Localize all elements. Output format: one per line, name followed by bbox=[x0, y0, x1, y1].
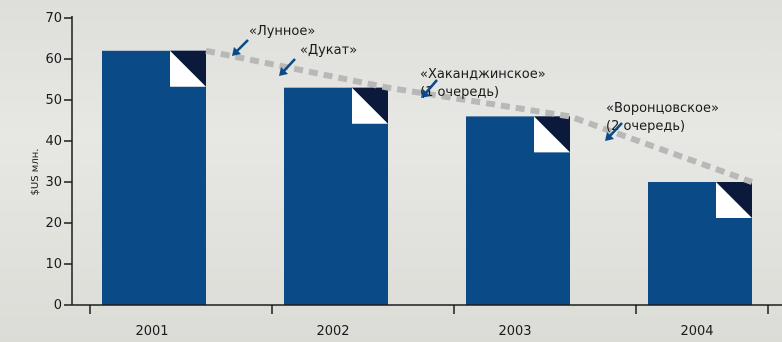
x-tick-label-2002: 2002 bbox=[316, 324, 349, 339]
x-tick-label-2004: 2004 bbox=[680, 324, 713, 339]
arrow-head-icon bbox=[232, 47, 241, 56]
bar-2002-rect bbox=[284, 87, 388, 305]
bar-2001 bbox=[102, 50, 206, 305]
bar-fold-dark bbox=[170, 50, 206, 87]
annotation-2003: «Хаканджинское» (1 очередь) bbox=[420, 67, 546, 100]
bar-2003 bbox=[466, 116, 570, 306]
axes-layer: 0 10 20 30 40 50 60 70 2001 2002 2003 2004 bbox=[45, 11, 782, 339]
bars-layer bbox=[102, 50, 752, 306]
bar-fold-light bbox=[716, 182, 752, 218]
annotation-text: «Воронцовское» bbox=[606, 101, 719, 116]
y-tick-label-30: 30 bbox=[45, 175, 62, 190]
bar-fold-dark bbox=[534, 116, 570, 153]
trend-layer bbox=[205, 47, 754, 185]
arrow-head-icon bbox=[421, 89, 430, 98]
annotation-2004: «Воронцовское» (2 очередь) bbox=[605, 101, 719, 141]
arrow-head-icon bbox=[279, 67, 288, 76]
bar-fold-light bbox=[534, 116, 570, 153]
bar-fold-light bbox=[170, 50, 206, 87]
bar-2002 bbox=[284, 87, 388, 305]
y-tick-label-0: 0 bbox=[54, 298, 62, 313]
y-tick-label-50: 50 bbox=[45, 93, 62, 108]
y-tick-label-20: 20 bbox=[45, 216, 62, 231]
annotation-text: (1 очередь) bbox=[420, 85, 499, 100]
bar-2004 bbox=[648, 182, 752, 305]
annotation-2002: «Дукат» bbox=[279, 43, 357, 76]
x-tick-label-2003: 2003 bbox=[498, 324, 531, 339]
y-tick-label-10: 10 bbox=[45, 257, 62, 272]
y-tick-label-70: 70 bbox=[45, 11, 62, 26]
bar-2001-rect bbox=[102, 50, 206, 305]
x-tick-label-2001: 2001 bbox=[135, 324, 168, 339]
annotation-text: (2 очередь) bbox=[606, 119, 685, 134]
annotations-layer: «Лунное» «Дукат» «Хаканджинское» (1 очередь… bbox=[232, 24, 719, 141]
annotation-text: «Лунное» bbox=[249, 24, 315, 39]
annotation-text: «Хаканджинское» bbox=[420, 67, 546, 82]
trend-line bbox=[205, 47, 754, 185]
annotation-text: «Дукат» bbox=[300, 43, 357, 58]
annotation-2001: «Лунное» bbox=[232, 24, 315, 56]
bar-fold-light bbox=[352, 87, 388, 124]
y-axis-label: $US млн. bbox=[30, 149, 41, 196]
y-tick-label-60: 60 bbox=[45, 52, 62, 67]
arrow-head-icon bbox=[605, 132, 614, 141]
y-tick-label-40: 40 bbox=[45, 134, 62, 149]
